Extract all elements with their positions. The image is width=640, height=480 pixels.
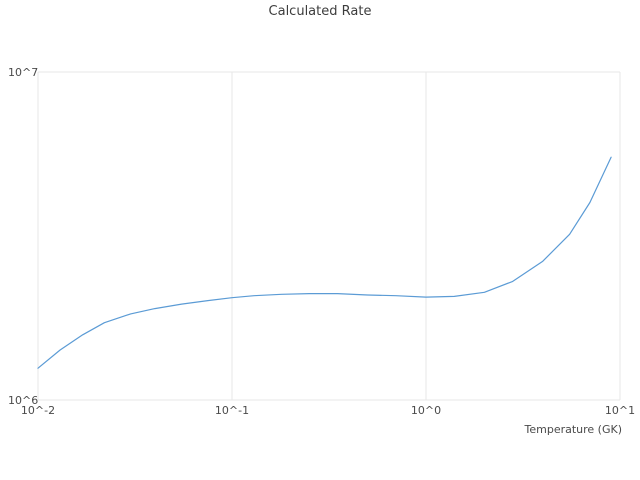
rate-line xyxy=(37,156,612,369)
x-tick-label: 10^0 xyxy=(411,404,441,417)
chart-title: Calculated Rate xyxy=(268,4,372,19)
x-tick-label: 10^-1 xyxy=(215,404,249,417)
y-tick-label: 10^6 xyxy=(8,394,38,407)
x-axis-label: Temperature (GK) xyxy=(524,423,623,436)
x-tick-label: 10^1 xyxy=(605,404,635,417)
x-tick-label: 10^-2 xyxy=(21,404,55,417)
y-tick-label: 10^7 xyxy=(8,66,38,79)
